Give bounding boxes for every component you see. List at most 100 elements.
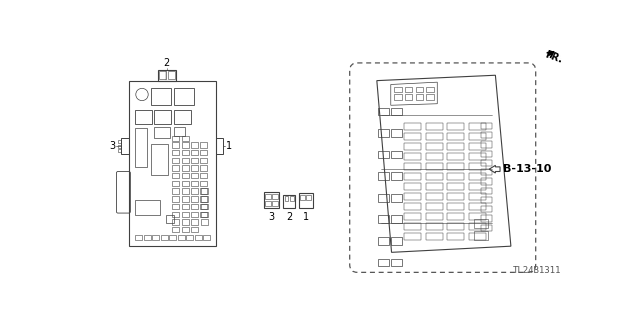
Bar — [172, 142, 179, 148]
Bar — [200, 158, 207, 163]
Bar — [200, 165, 207, 171]
Bar — [447, 203, 465, 210]
Bar — [426, 213, 443, 220]
Bar — [391, 194, 402, 202]
Bar — [272, 201, 278, 206]
Bar — [469, 163, 486, 170]
Bar — [191, 173, 198, 178]
Bar — [285, 196, 289, 201]
Bar — [204, 235, 210, 240]
Bar — [216, 138, 223, 154]
Bar — [150, 88, 171, 105]
Bar — [172, 219, 179, 225]
Bar — [118, 140, 121, 143]
Bar — [447, 173, 465, 180]
Bar — [121, 138, 129, 154]
Bar — [447, 233, 465, 240]
Bar — [404, 94, 412, 100]
Bar — [307, 195, 311, 200]
Bar — [174, 88, 194, 105]
Bar — [394, 87, 402, 92]
Bar — [178, 235, 184, 240]
Bar — [172, 227, 179, 232]
Bar — [447, 183, 465, 190]
Bar — [426, 123, 443, 130]
Bar — [481, 215, 492, 221]
Bar — [426, 233, 443, 240]
Bar — [191, 158, 198, 163]
Bar — [201, 211, 208, 217]
Bar — [481, 197, 492, 203]
Bar — [201, 219, 208, 225]
Bar — [404, 133, 421, 140]
Bar — [143, 235, 150, 240]
Bar — [404, 153, 421, 160]
Bar — [118, 145, 121, 148]
Bar — [469, 173, 486, 180]
Bar — [201, 189, 208, 194]
Bar — [426, 163, 443, 170]
Bar — [404, 173, 421, 180]
Bar — [426, 94, 434, 100]
Bar — [447, 143, 465, 150]
Bar — [447, 193, 465, 200]
Bar — [378, 215, 389, 223]
Bar — [469, 123, 486, 130]
Bar — [378, 172, 389, 180]
Bar — [426, 183, 443, 190]
Bar — [191, 211, 198, 217]
Bar — [272, 194, 278, 199]
Bar — [182, 165, 189, 171]
Bar — [182, 158, 189, 163]
Bar — [172, 211, 179, 217]
Bar — [200, 150, 207, 155]
Bar — [135, 235, 142, 240]
Bar — [182, 189, 189, 194]
Text: B-13-10: B-13-10 — [503, 164, 552, 174]
Bar — [154, 127, 170, 138]
Bar — [378, 258, 389, 266]
Bar — [172, 136, 179, 141]
Bar — [378, 108, 389, 115]
Bar — [172, 204, 179, 209]
Bar — [426, 193, 443, 200]
Bar — [152, 235, 159, 240]
Bar — [300, 195, 305, 200]
Bar — [404, 233, 421, 240]
Bar — [481, 178, 492, 185]
Bar — [469, 143, 486, 150]
Bar — [481, 151, 492, 157]
Bar — [264, 192, 279, 208]
Bar — [481, 169, 492, 175]
Bar — [174, 110, 191, 124]
Bar — [394, 94, 402, 100]
Bar — [200, 196, 207, 202]
Bar — [474, 231, 488, 240]
Bar — [469, 153, 486, 160]
Bar — [172, 158, 179, 163]
Bar — [166, 215, 174, 223]
Bar — [191, 165, 198, 171]
Bar — [447, 133, 465, 140]
Bar — [404, 123, 421, 130]
Bar — [161, 235, 168, 240]
Bar — [154, 110, 172, 124]
Bar — [404, 213, 421, 220]
Bar — [447, 153, 465, 160]
Bar — [404, 87, 412, 92]
Bar — [426, 223, 443, 230]
Bar — [129, 81, 216, 246]
Bar — [182, 211, 189, 217]
Bar — [426, 133, 443, 140]
Bar — [469, 203, 486, 210]
Bar — [391, 237, 402, 245]
Bar — [481, 123, 492, 129]
Bar — [481, 206, 492, 212]
Text: 2: 2 — [164, 57, 170, 68]
Bar — [391, 258, 402, 266]
Text: 3: 3 — [109, 141, 116, 151]
Bar — [150, 144, 168, 174]
Bar — [118, 149, 121, 152]
Bar — [447, 223, 465, 230]
Bar — [447, 123, 465, 130]
